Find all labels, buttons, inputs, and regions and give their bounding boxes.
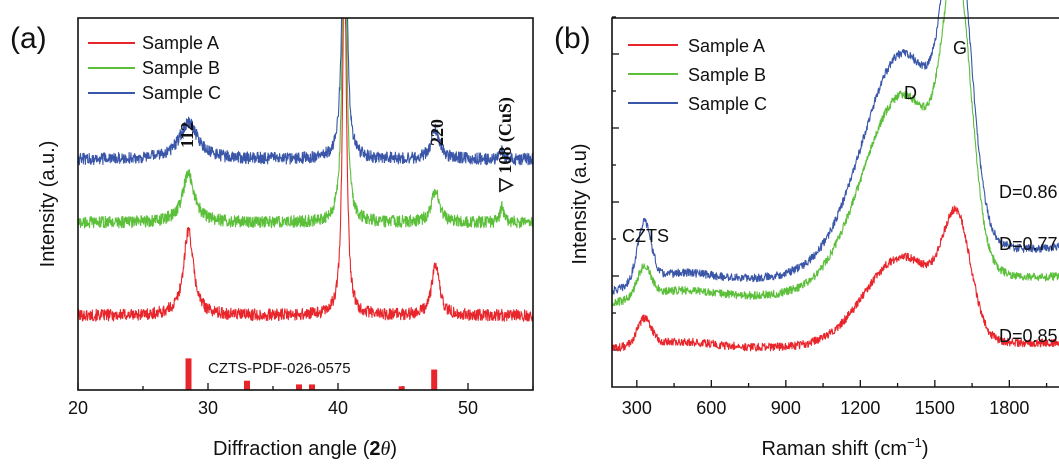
reference-bar: [185, 358, 192, 390]
reference-pattern-label: CZTS-PDF-026-0575: [208, 360, 351, 377]
panel-a-plot-frame: [77, 17, 534, 391]
panel-a-xrd-chart: (a) 20 30 40 50 Diffraction angle (2θ) Inte…: [10, 17, 534, 460]
legend-label-sample-b: Sample B: [688, 65, 766, 85]
annotation-d-band: D: [904, 83, 917, 103]
series-line-sample-c: [77, 17, 534, 166]
legend-label-sample-b: Sample B: [142, 58, 220, 78]
annotation-220: 220: [427, 119, 447, 146]
annotation-czts: CZTS: [622, 226, 669, 246]
legend-label-sample-c: Sample C: [688, 94, 767, 114]
reference-bar: [296, 384, 302, 390]
panel-a-ticks: [77, 383, 534, 390]
annotation-ratio-sample-b: D=0.77: [999, 234, 1058, 254]
panel-a-x-tick-label: 50: [458, 398, 478, 418]
panel-a-x-tick-label: 30: [198, 398, 218, 418]
series-line-sample-a: [611, 205, 1059, 352]
legend-label-sample-c: Sample C: [142, 83, 221, 103]
reference-bar: [309, 384, 315, 390]
panel-a-x-tick-labels: 20 30 40 50: [68, 398, 478, 418]
panel-b-plot-frame: [611, 17, 1059, 388]
panel-b-x-tick-label: 1800: [989, 398, 1029, 418]
annotation-ratio-sample-c: D=0.86: [999, 182, 1058, 202]
panel-a-label: (a): [10, 22, 47, 55]
legend-label-sample-a: Sample A: [142, 33, 219, 53]
panel-b-x-tick-label: 900: [771, 398, 801, 418]
annotation-108-cus: ▽ 108 (CuS): [495, 97, 516, 193]
series-line-sample-a: [77, 17, 534, 322]
panel-b-x-tick-label: 300: [622, 398, 652, 418]
annotation-ratio-sample-a: D=0.85: [999, 326, 1058, 346]
panel-b-x-tick-labels: 300 600 900 1200 1500 1800: [622, 398, 1030, 418]
panel-b-x-tick-label: 600: [696, 398, 726, 418]
panel-b-label: (b): [554, 22, 591, 55]
series-line-sample-b: [611, 0, 1059, 307]
reference-bar: [398, 386, 405, 390]
panel-b-raman-chart: (b) 300 600 900 1200 1500 1800 Raman shift (c…: [554, 0, 1059, 460]
reference-bar: [244, 380, 250, 390]
reference-bar: [431, 369, 438, 390]
panel-b-x-tick-label: 1200: [840, 398, 880, 418]
panel-a-series: [77, 17, 534, 322]
panel-a-x-axis-title: Diffraction angle (2θ): [213, 438, 397, 460]
series-line-sample-c: [611, 0, 1059, 295]
panel-a-y-axis-title: Intensity (a.u.): [37, 141, 59, 268]
panel-b-series: [611, 0, 1059, 352]
annotation-g-band: G: [953, 38, 967, 58]
panel-a-x-tick-label: 40: [328, 398, 348, 418]
panel-b-x-axis-title: Raman shift (cm−1): [761, 435, 928, 460]
panel-a-reference-bars: [185, 358, 438, 390]
panel-b-legend: Sample A Sample B Sample C: [628, 36, 767, 114]
panel-a-legend: Sample A Sample B Sample C: [88, 33, 221, 103]
panel-b-y-axis-title: Intensity (a.u): [569, 143, 591, 264]
panel-b-x-tick-label: 1500: [915, 398, 955, 418]
panel-a-x-tick-label: 20: [68, 398, 88, 418]
legend-label-sample-a: Sample A: [688, 36, 765, 56]
annotation-112: 112: [177, 122, 197, 148]
series-line-sample-b: [77, 17, 534, 229]
